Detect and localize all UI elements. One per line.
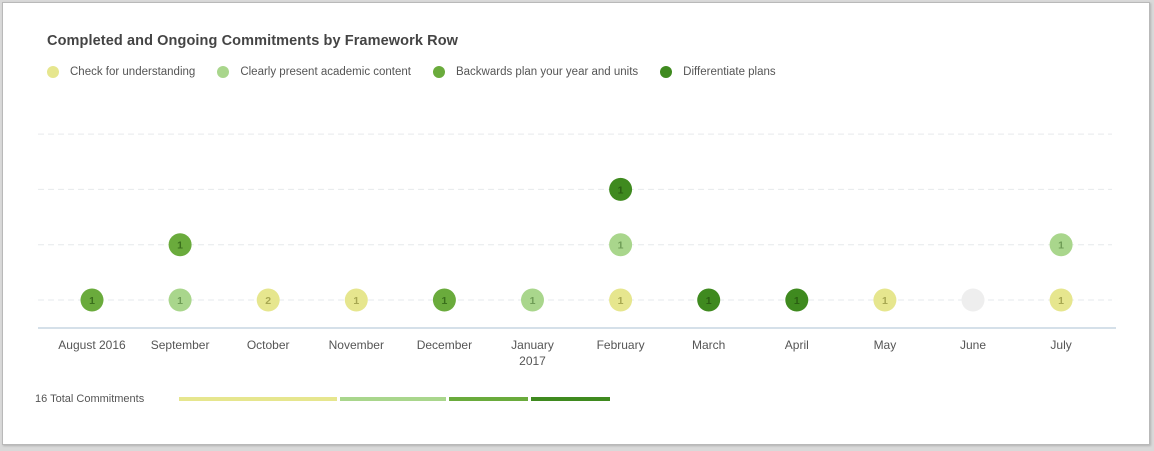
data-point (168, 288, 192, 312)
data-point (609, 177, 633, 201)
data-point-label: 1 (530, 295, 536, 307)
x-tick-label: December (417, 338, 472, 352)
x-tick-label: September (151, 338, 210, 352)
data-point-label: 1 (1058, 240, 1064, 252)
legend-dot-check-for-understanding (47, 66, 59, 78)
x-tick-label: May (874, 338, 897, 352)
x-tick-label: January (511, 338, 554, 352)
data-point (609, 233, 633, 257)
total-bar-segment (179, 397, 338, 401)
total-bar-segment (340, 397, 446, 401)
data-point (1049, 288, 1073, 312)
legend-dot-differentiate-plans (660, 66, 673, 78)
data-point-label: 1 (618, 184, 624, 196)
data-point-label: 1 (882, 295, 888, 307)
data-point (609, 288, 633, 312)
data-point-label: 1 (794, 295, 800, 307)
chart-title: Completed and Ongoing Commitments by Fra… (47, 33, 459, 49)
total-bar-segment (448, 397, 528, 401)
data-point-label: 1 (177, 240, 183, 252)
data-point (256, 288, 280, 312)
data-point-label: 1 (1058, 295, 1064, 307)
legend-label: Backwards plan your year and units (455, 66, 639, 78)
data-point (785, 288, 809, 312)
x-tick-label: October (247, 338, 290, 352)
data-point (961, 288, 985, 312)
legend-label: Check for understanding (70, 66, 196, 78)
data-point-label: 1 (618, 295, 624, 307)
legend-label: Differentiate plans (683, 66, 776, 78)
data-point (80, 288, 104, 312)
data-point-label: 1 (353, 295, 359, 307)
data-point (697, 288, 721, 312)
data-point (432, 288, 456, 312)
legend-item-backwards-plan[interactable]: Backwards plan your year and units (432, 66, 639, 78)
legend: Check for understanding Clearly present … (47, 66, 798, 78)
total-commitments-label: 16 Total Commitments (35, 393, 145, 405)
x-tick-label: November (329, 338, 384, 352)
data-point-label: 1 (706, 295, 712, 307)
x-tick-label: July (1050, 338, 1071, 352)
data-point (1049, 233, 1073, 257)
legend-item-clearly-present-academic-content[interactable]: Clearly present academic content (217, 66, 411, 78)
legend-item-differentiate-plans[interactable]: Differentiate plans (660, 66, 776, 78)
total-bar-segment (530, 397, 610, 401)
data-point (521, 288, 544, 312)
data-point-label: 1 (177, 295, 183, 307)
x-tick-label: March (692, 338, 725, 352)
x-tick-label: April (785, 338, 809, 352)
data-point-label: 2 (265, 295, 271, 307)
legend-label: Clearly present academic content (240, 66, 411, 78)
x-tick-label: February (597, 338, 645, 352)
legend-dot-clearly-present-academic-content (217, 66, 230, 78)
data-point (344, 288, 368, 312)
legend-item-check-for-understanding[interactable]: Check for understanding (47, 66, 195, 78)
chart-card (2, 2, 1150, 445)
x-tick-sublabel: 2017 (519, 354, 546, 368)
data-point-label: 1 (618, 240, 624, 252)
x-tick-label: August 2016 (58, 338, 126, 352)
x-tick-label: June (960, 338, 986, 352)
data-point (168, 233, 192, 257)
data-point (873, 288, 897, 312)
data-point-label: 1 (89, 295, 95, 307)
data-point-label: 1 (441, 295, 447, 307)
legend-dot-backwards-plan (432, 66, 445, 78)
